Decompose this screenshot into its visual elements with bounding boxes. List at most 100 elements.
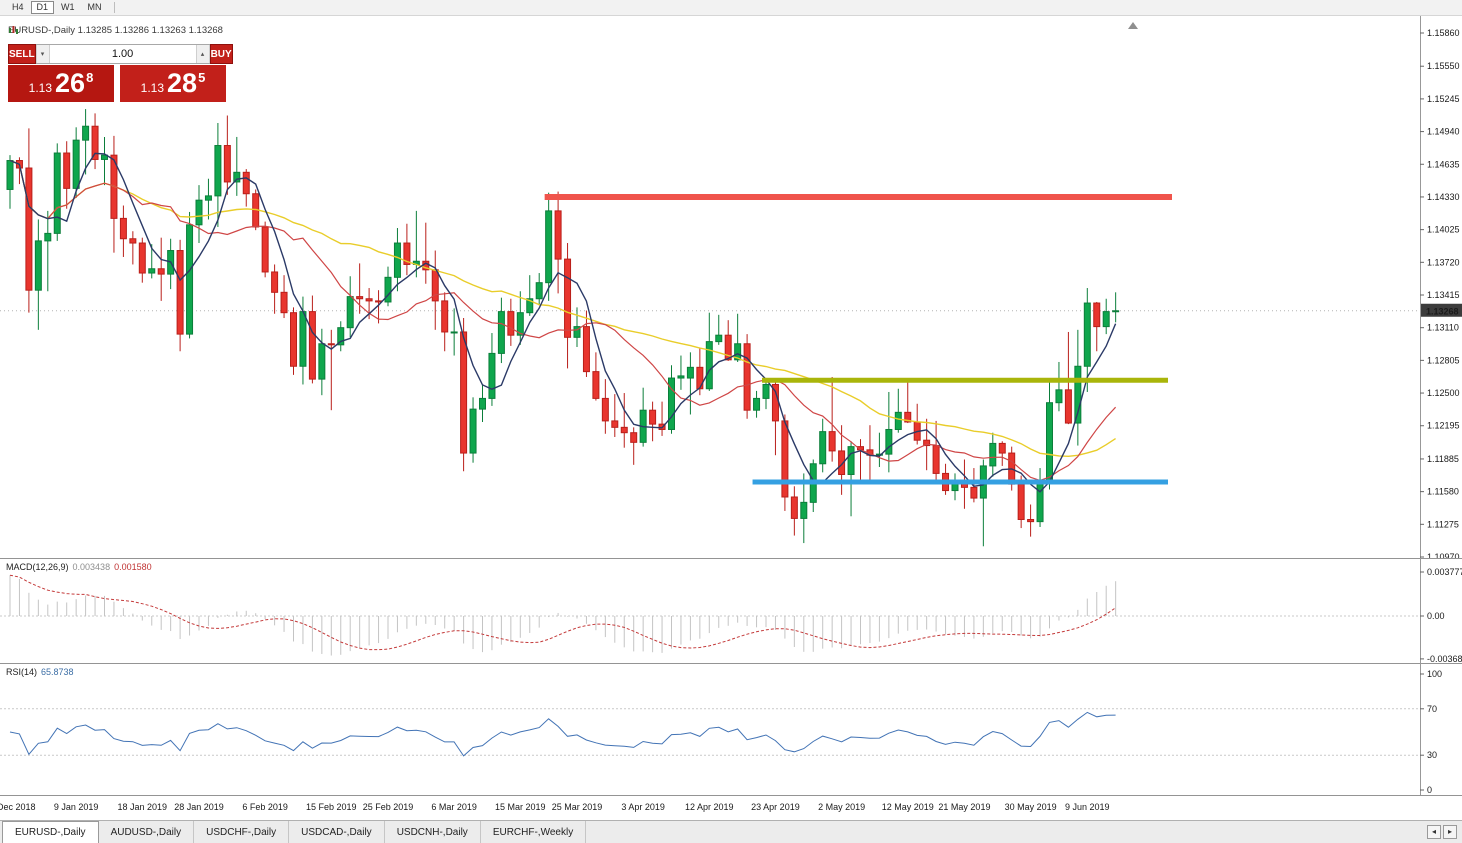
candle-body bbox=[998, 442, 1006, 454]
price-axis-label: 1.11885 bbox=[1427, 454, 1459, 464]
candle-body bbox=[630, 432, 638, 443]
macd-histogram bbox=[9, 575, 1117, 656]
candle-body bbox=[1036, 480, 1044, 523]
sell-price-point: 8 bbox=[86, 69, 94, 85]
tab-navigation: ◂ ▸ bbox=[1427, 821, 1462, 843]
candle-body bbox=[44, 232, 52, 242]
main-chart-canvas[interactable]: 1.15860 1.15550 1.15245 1.14940 1.14635 1.143… bbox=[0, 16, 1462, 558]
candle-body bbox=[904, 411, 912, 423]
candle-body bbox=[176, 250, 184, 335]
candles-layer bbox=[6, 109, 1120, 547]
date-axis-label: 15 Mar 2019 bbox=[495, 802, 546, 812]
candle-body bbox=[497, 311, 505, 354]
trade-controls-row: SELL ▾ ▴ BUY bbox=[8, 44, 233, 64]
ma-13-line bbox=[9, 159, 1117, 482]
macd-main-value: 0.003438 bbox=[72, 562, 111, 572]
candle-body bbox=[649, 409, 657, 425]
price-axis-label: 1.15550 bbox=[1427, 61, 1460, 71]
candle-body bbox=[479, 397, 486, 410]
candle-body bbox=[620, 426, 628, 434]
price-axis-label: 1.13415 bbox=[1427, 290, 1460, 300]
candle-body bbox=[299, 311, 307, 367]
candle-body bbox=[535, 282, 543, 300]
price-axis-label: 1.14635 bbox=[1427, 159, 1460, 169]
date-axis-label: 12 May 2019 bbox=[881, 802, 934, 812]
tab-usdcnh-daily[interactable]: USDCNH-,Daily bbox=[385, 821, 481, 843]
volume-input[interactable] bbox=[49, 45, 196, 63]
timeframe-button-d1[interactable]: D1 bbox=[30, 1, 55, 14]
candle-body bbox=[186, 224, 194, 335]
candle-body bbox=[271, 271, 279, 293]
timeframe-button-mn[interactable]: MN bbox=[82, 1, 108, 14]
candle-body bbox=[894, 411, 902, 430]
date-axis-label: 31 Dec 2018 bbox=[0, 802, 36, 812]
tab-usdchf-daily[interactable]: USDCHF-,Daily bbox=[194, 821, 290, 843]
candle-body bbox=[545, 210, 553, 284]
buy-button[interactable]: BUY bbox=[209, 44, 233, 64]
candle-body bbox=[223, 145, 231, 183]
candle-body bbox=[781, 420, 789, 498]
candle-body bbox=[1055, 389, 1063, 404]
tab-usdcad-daily[interactable]: USDCAD-,Daily bbox=[289, 821, 385, 843]
main-chart-panel[interactable]: 1.15860 1.15550 1.15245 1.14940 1.14635 1.143… bbox=[0, 16, 1462, 558]
candle-body bbox=[261, 226, 269, 273]
rsi-axis-label: 70 bbox=[1427, 704, 1437, 714]
tab-eurusd-daily[interactable]: EURUSD-,Daily bbox=[2, 821, 99, 843]
timeframe-button-w1[interactable]: W1 bbox=[55, 1, 81, 14]
volume-control: ▾ ▴ bbox=[35, 44, 210, 64]
date-axis-label: 9 Jun 2019 bbox=[1065, 802, 1110, 812]
date-axis-label: 3 Apr 2019 bbox=[621, 802, 665, 812]
candle-body bbox=[346, 296, 354, 329]
date-axis-label: 23 Apr 2019 bbox=[751, 802, 800, 812]
candle-body bbox=[932, 445, 940, 474]
tabs-scroll-left-icon[interactable]: ◂ bbox=[1427, 825, 1441, 839]
candle-body bbox=[507, 311, 515, 336]
volume-decrease-icon[interactable]: ▾ bbox=[35, 45, 50, 63]
candle-body bbox=[129, 238, 137, 244]
candle-body bbox=[753, 397, 761, 411]
scroll-position-marker[interactable] bbox=[1128, 22, 1138, 29]
rsi-canvas[interactable]: 100 70 30 0 bbox=[0, 663, 1462, 795]
candle-body bbox=[25, 167, 33, 291]
date-axis-label: 9 Jan 2019 bbox=[53, 802, 99, 812]
tab-audusd-daily[interactable]: AUDUSD-,Daily bbox=[99, 821, 195, 843]
chart-header: EURUSD-,Daily 1.13285 1.13286 1.13263 1.… bbox=[8, 25, 223, 36]
price-axis-label: 1.15245 bbox=[1427, 94, 1460, 104]
tab-eurchf-weekly[interactable]: EURCHF-,Weekly bbox=[481, 821, 587, 843]
candle-body bbox=[460, 331, 468, 454]
sell-price-box[interactable]: 1.13 26 8 bbox=[8, 65, 114, 102]
macd-canvas[interactable]: 0.003777 0.00 -0.003682 bbox=[0, 558, 1462, 663]
candle-body bbox=[611, 420, 619, 428]
candle-body bbox=[157, 268, 165, 275]
candle-body bbox=[403, 242, 411, 265]
timeframe-button-h4[interactable]: H4 bbox=[6, 1, 30, 14]
rsi-name: RSI(14) bbox=[6, 667, 38, 677]
candle-body bbox=[327, 343, 335, 346]
price-axis-label: 1.12500 bbox=[1427, 388, 1460, 398]
candle-body bbox=[601, 397, 609, 422]
tabs-scroll-right-icon[interactable]: ▸ bbox=[1443, 825, 1457, 839]
candle-body bbox=[101, 154, 108, 160]
candle-body bbox=[441, 300, 449, 333]
date-axis-label: 15 Feb 2019 bbox=[306, 802, 357, 812]
candle-body bbox=[34, 240, 42, 291]
candle-body bbox=[337, 327, 345, 346]
candle-body bbox=[573, 326, 581, 338]
volume-increase-icon[interactable]: ▴ bbox=[195, 45, 210, 63]
rsi-axis-label: 0 bbox=[1427, 785, 1432, 795]
rsi-indicator-panel[interactable]: 100 70 30 0 RSI(14) 65.8738 bbox=[0, 663, 1462, 795]
macd-indicator-panel[interactable]: 0.003777 0.00 -0.003682 MACD(12,26,9)0.003… bbox=[0, 558, 1462, 663]
chart-title: EURUSD-,Daily 1.13285 1.13286 1.13263 1.… bbox=[8, 25, 223, 36]
sell-button[interactable]: SELL bbox=[8, 44, 36, 64]
date-axis-label: 6 Feb 2019 bbox=[242, 802, 288, 812]
macd-signal-line bbox=[9, 574, 1116, 651]
ma-34-line bbox=[9, 159, 1116, 458]
toolbar-separator bbox=[113, 2, 115, 13]
candle-body bbox=[762, 383, 770, 399]
candle-body bbox=[970, 486, 978, 499]
sell-price-pips: 26 bbox=[55, 68, 86, 98]
candle-body bbox=[1112, 310, 1120, 313]
buy-price-box[interactable]: 1.13 28 5 bbox=[120, 65, 226, 102]
candle-body bbox=[214, 145, 222, 197]
